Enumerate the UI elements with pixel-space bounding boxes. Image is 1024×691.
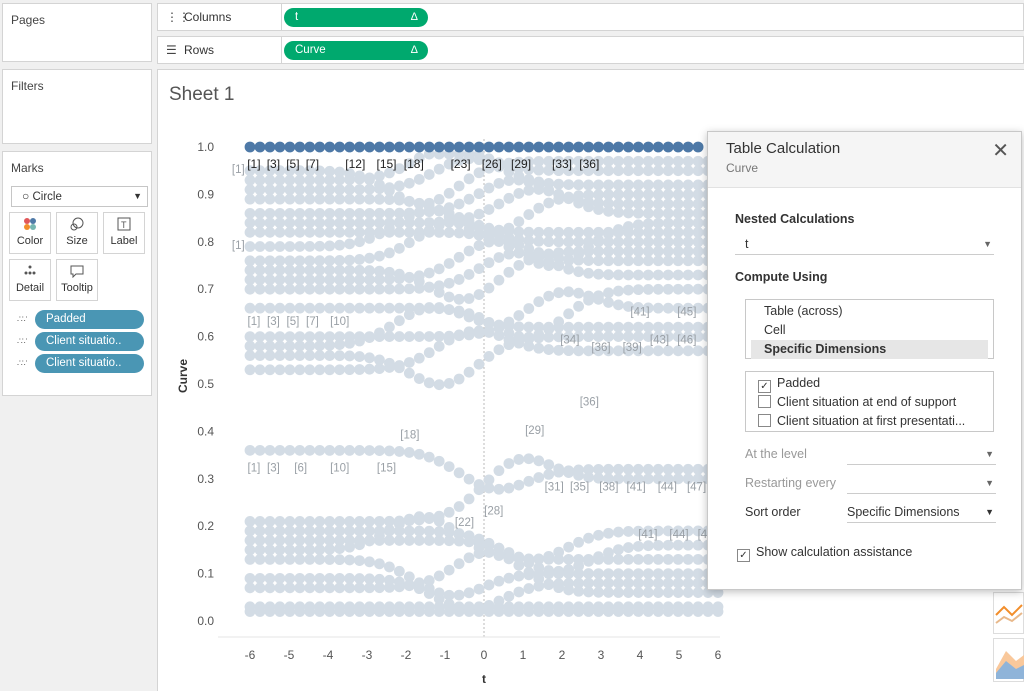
circle-icon: ○: [22, 189, 30, 203]
checkbox-checked[interactable]: ✓: [758, 380, 771, 393]
nested-calculation-value: t: [745, 237, 749, 251]
chevron-down-icon: ▼: [133, 191, 142, 201]
close-icon[interactable]: ✕: [992, 140, 1009, 162]
mark-type-dropdown[interactable]: ○ Circle ▼: [11, 186, 148, 207]
dimension-list: ✓ Padded Client situation at end of suppo…: [745, 371, 994, 432]
table-calculation-dialog: Table Calculation Curve ✕ Nested Calcula…: [707, 131, 1022, 590]
color-icon: [10, 213, 50, 235]
checkbox[interactable]: [758, 395, 771, 408]
tooltip-button[interactable]: Tooltip: [56, 259, 98, 301]
compute-option-table-across[interactable]: Table (across): [764, 304, 843, 318]
sort-order-label: Sort order: [745, 505, 801, 519]
sort-order-select[interactable]: Specific Dimensions ▼: [847, 503, 996, 523]
rows-shelf: ☰ Rows Curve Δ: [157, 36, 1024, 64]
sort-order-value: Specific Dimensions: [847, 505, 960, 519]
checkbox[interactable]: [758, 414, 771, 427]
chevron-down-icon: ▼: [983, 239, 992, 249]
mark-pill-client-situation-end[interactable]: Client situatio..: [35, 332, 144, 351]
mark-type-value: Circle: [32, 191, 62, 203]
color-label: Color: [16, 235, 44, 247]
checkbox-checked[interactable]: ✓: [737, 549, 750, 562]
dialog-subtitle: Curve: [726, 161, 759, 175]
dialog-header: Table Calculation Curve ✕: [708, 132, 1021, 188]
compute-using-label: Compute Using: [735, 270, 828, 284]
detail-label: Detail: [15, 282, 45, 294]
color-button[interactable]: Color: [9, 212, 51, 254]
columns-shelf: ⋮⋮ Columns t Δ: [157, 3, 1024, 31]
detail-icon: ∴∵: [17, 336, 28, 346]
detail-icon: ∴∵: [17, 314, 28, 324]
tooltip-icon: [57, 260, 97, 282]
marks-title: Marks: [11, 161, 44, 175]
filters-title: Filters: [11, 79, 44, 93]
chevron-down-icon: ▼: [985, 478, 994, 488]
dimension-end-of-support[interactable]: Client situation at end of support: [758, 394, 956, 412]
mark-pill-client-situation-first[interactable]: Client situatio..: [35, 354, 144, 373]
restarting-every-select[interactable]: ▼: [847, 474, 996, 494]
columns-pill-t[interactable]: t Δ: [284, 8, 428, 27]
columns-pill-label: t: [295, 11, 299, 23]
svg-text:T: T: [121, 220, 127, 230]
rows-label: Rows: [184, 43, 215, 57]
detail-icon: [10, 260, 50, 282]
nested-calculation-select[interactable]: t ▼: [735, 235, 994, 255]
filters-card[interactable]: Filters: [2, 69, 152, 144]
side-thumbnail[interactable]: [993, 638, 1024, 682]
nested-calculations-label: Nested Calculations: [735, 212, 855, 226]
compute-option-cell[interactable]: Cell: [764, 323, 786, 337]
side-thumbnail[interactable]: [993, 592, 1024, 634]
columns-shelf-label: ⋮⋮ Columns: [158, 4, 282, 30]
rows-shelf-label: ☰ Rows: [158, 37, 282, 63]
rows-icon: ☰: [166, 43, 177, 57]
detail-button[interactable]: Detail: [9, 259, 51, 301]
compute-option-specific-dimensions[interactable]: Specific Dimensions: [751, 340, 988, 359]
rows-pill-label: Curve: [295, 44, 326, 56]
chevron-down-icon: ▼: [985, 507, 994, 517]
chevron-down-icon: ▼: [985, 449, 994, 459]
dimension-first-presentation-label: Client situation at first presentati...: [777, 414, 966, 428]
restarting-every-label: Restarting every: [745, 476, 837, 490]
pages-card[interactable]: Pages: [2, 3, 152, 62]
columns-icon: ⋮⋮: [166, 10, 190, 24]
delta-icon: Δ: [410, 44, 418, 56]
label-icon: T: [104, 213, 144, 235]
marks-card: Marks ○ Circle ▼ Color Size T Label Deta…: [2, 151, 152, 396]
dimension-end-of-support-label: Client situation at end of support: [777, 395, 957, 409]
dimension-padded-label: Padded: [777, 376, 821, 390]
size-label: Size: [66, 235, 88, 247]
show-calculation-assistance[interactable]: ✓ Show calculation assistance: [737, 544, 912, 562]
columns-label: Columns: [184, 10, 232, 24]
dialog-title: Table Calculation: [726, 140, 841, 157]
chart-thumbnail-icon: [995, 604, 1023, 624]
area-thumbnail-icon: [996, 651, 1024, 679]
at-the-level-label: At the level: [745, 447, 807, 461]
label-button[interactable]: T Label: [103, 212, 145, 254]
sheet-title: Sheet 1: [169, 84, 235, 105]
dimension-first-presentation[interactable]: Client situation at first presentati...: [758, 413, 965, 431]
pages-title: Pages: [11, 13, 46, 27]
at-the-level-select[interactable]: ▼: [847, 445, 996, 465]
rows-pill-curve[interactable]: Curve Δ: [284, 41, 428, 60]
delta-icon: Δ: [410, 11, 418, 23]
dimension-padded[interactable]: ✓ Padded: [758, 375, 820, 393]
size-button[interactable]: Size: [56, 212, 98, 254]
compute-using-list: Table (across) Cell Specific Dimensions: [745, 299, 994, 359]
tooltip-label: Tooltip: [61, 282, 93, 294]
detail-icon: ∴∵: [17, 358, 28, 368]
label-label: Label: [110, 235, 138, 247]
mark-pill-padded[interactable]: Padded: [35, 310, 144, 329]
size-icon: [57, 213, 97, 235]
show-calculation-assistance-label: Show calculation assistance: [756, 545, 913, 559]
